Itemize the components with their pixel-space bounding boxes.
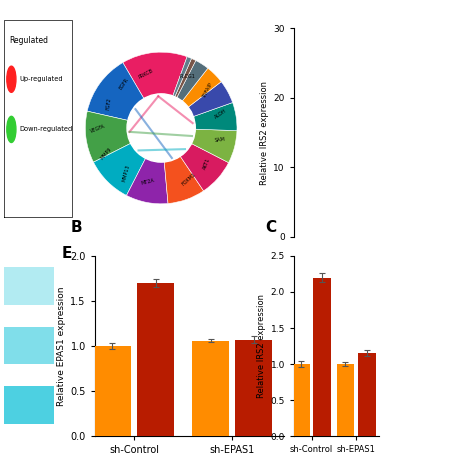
- Text: PLCG1: PLCG1: [180, 74, 196, 79]
- Text: AKT1: AKT1: [202, 157, 211, 170]
- Text: FGF2: FGF2: [106, 97, 112, 109]
- Bar: [313, 278, 331, 436]
- Text: PRKCB: PRKCB: [137, 68, 154, 80]
- Wedge shape: [161, 102, 237, 131]
- Text: MT2A: MT2A: [141, 178, 155, 186]
- Wedge shape: [161, 58, 196, 128]
- Bar: [236, 340, 272, 436]
- FancyBboxPatch shape: [4, 386, 54, 424]
- Wedge shape: [85, 111, 161, 162]
- Wedge shape: [161, 128, 228, 191]
- Wedge shape: [127, 128, 168, 204]
- Text: ALDH: ALDH: [214, 108, 228, 120]
- Text: FOXM1: FOXM1: [181, 171, 197, 186]
- Bar: [337, 364, 355, 436]
- Y-axis label: Relative IRS2 expression: Relative IRS2 expression: [257, 294, 266, 398]
- FancyBboxPatch shape: [4, 327, 54, 365]
- Circle shape: [7, 66, 16, 92]
- Text: MMP13: MMP13: [122, 164, 131, 182]
- Wedge shape: [161, 128, 237, 163]
- Text: Regulated: Regulated: [9, 36, 48, 45]
- Wedge shape: [123, 52, 187, 128]
- Bar: [94, 346, 131, 436]
- Text: MMP9: MMP9: [100, 147, 113, 161]
- Wedge shape: [87, 63, 161, 128]
- Wedge shape: [161, 82, 233, 128]
- Wedge shape: [161, 128, 203, 203]
- Text: Up-regulated: Up-regulated: [20, 76, 64, 82]
- Y-axis label: Relative IRS2 expression: Relative IRS2 expression: [260, 81, 269, 185]
- Bar: [292, 364, 310, 436]
- Text: Down-regulated: Down-regulated: [20, 127, 73, 132]
- Text: SAM: SAM: [214, 137, 226, 144]
- Legend: Normoxia, Hypoxia: Normoxia, Hypoxia: [302, 277, 371, 301]
- Circle shape: [7, 116, 16, 143]
- Bar: [358, 353, 376, 436]
- Text: E: E: [62, 246, 72, 261]
- Text: C: C: [265, 220, 276, 235]
- FancyBboxPatch shape: [4, 267, 54, 305]
- Wedge shape: [161, 57, 191, 128]
- Bar: [137, 283, 174, 436]
- Text: TNFAIP: TNFAIP: [201, 82, 214, 100]
- Bar: [192, 341, 229, 436]
- Circle shape: [127, 94, 195, 162]
- Y-axis label: Relative EPAS1 expression: Relative EPAS1 expression: [57, 286, 66, 406]
- Wedge shape: [93, 128, 161, 195]
- Wedge shape: [161, 68, 221, 128]
- Wedge shape: [161, 61, 208, 128]
- Text: EGFR: EGFR: [118, 77, 129, 90]
- Text: VEGFA: VEGFA: [90, 124, 107, 134]
- Text: B: B: [71, 220, 83, 235]
